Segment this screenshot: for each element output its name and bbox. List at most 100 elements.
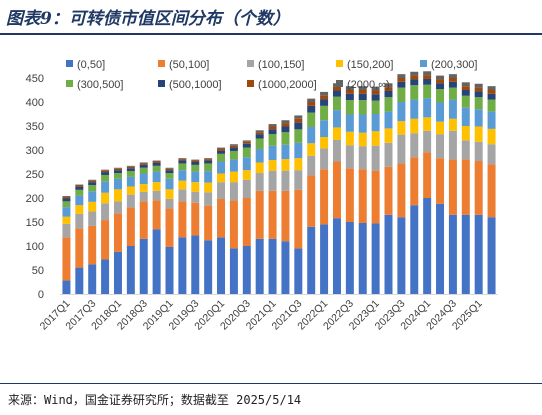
bar-segment (345, 93, 354, 101)
bar-segment (139, 191, 148, 202)
bar-segment (281, 190, 290, 242)
bar-segment (88, 182, 97, 186)
bar-segment (62, 223, 71, 238)
bar-segment (101, 192, 110, 204)
bar-segment (397, 121, 406, 135)
bar-segment (448, 159, 457, 215)
bar-segment (62, 280, 71, 294)
bar-segment (101, 172, 110, 175)
legend-label: (200,300] (431, 59, 477, 71)
bar-segment (448, 87, 457, 100)
bar-segment (281, 132, 290, 145)
y-tick-label: 200 (26, 193, 44, 205)
bar-segment (152, 200, 161, 230)
legend-swatch (247, 80, 254, 87)
legend-label: (150,200] (347, 59, 393, 71)
bar-segment (152, 160, 161, 162)
bar-segment (423, 130, 432, 153)
bar-segment (410, 75, 419, 80)
bar-segment (62, 198, 71, 202)
bar-segment (397, 163, 406, 218)
bar-segment (217, 161, 226, 174)
bar-segment (436, 158, 445, 204)
bar-segment (358, 114, 367, 133)
bar-segment (191, 202, 200, 236)
bar-segment (358, 169, 367, 223)
bar-segment (88, 225, 97, 265)
bar-segment (307, 102, 316, 106)
bar-segment (165, 178, 174, 190)
y-tick-label: 0 (38, 289, 44, 301)
bar-segment (384, 87, 393, 91)
y-tick-label: 400 (26, 97, 44, 109)
bar-segment (397, 81, 406, 88)
bar-segment (75, 213, 84, 229)
bar-segment (487, 93, 496, 100)
bar-segment (165, 189, 174, 199)
bar-segment (461, 82, 470, 87)
bar-segment (332, 96, 341, 111)
bar-segment (88, 211, 97, 226)
bar-segment (461, 90, 470, 96)
bar-segment (281, 126, 290, 133)
bar-segment (75, 205, 84, 214)
bar-segment (126, 207, 135, 246)
bar-segment (88, 180, 97, 183)
bar-segment (487, 86, 496, 90)
bar-segment (113, 170, 122, 174)
bar-segment (165, 198, 174, 209)
bar-segment (474, 109, 483, 127)
bar-segment (307, 175, 316, 227)
bar-segment (410, 133, 419, 158)
bar-segment (126, 166, 135, 169)
bar-segment (410, 118, 419, 134)
bar-segment (229, 171, 238, 183)
bar-segment (204, 159, 213, 161)
bar-segment (474, 91, 483, 98)
bar-segment (371, 223, 380, 294)
bar-segment (152, 190, 161, 201)
bar-segment (255, 132, 264, 135)
bar-segment (358, 222, 367, 294)
bar-segment (255, 130, 264, 133)
bar-segment (191, 160, 200, 162)
bar-segment (178, 160, 187, 164)
bar-segment (242, 147, 251, 158)
bar-segment (397, 134, 406, 164)
bar-segment (307, 126, 316, 144)
bar-segment (217, 149, 226, 151)
bar-segment (113, 167, 122, 169)
bar-segment (242, 246, 251, 294)
bar-segment (384, 111, 393, 129)
bar-segment (294, 158, 303, 171)
bar-segment (294, 189, 303, 249)
bar-segment (281, 241, 290, 294)
bar-segment (191, 171, 200, 183)
bar-segment (204, 182, 213, 193)
bar-segment (294, 248, 303, 294)
bar-segment (487, 111, 496, 129)
bar-segment (332, 161, 341, 219)
bar-segment (474, 214, 483, 294)
bar-segment (448, 81, 457, 88)
legend-label: (50,100] (169, 59, 209, 71)
bar-segment (474, 83, 483, 88)
bar-segment (139, 167, 148, 174)
bar-segment (294, 122, 303, 130)
bar-segment (423, 78, 432, 85)
legend-swatch (66, 60, 73, 67)
bar-segment (62, 197, 71, 199)
bar-segment (88, 185, 97, 192)
bar-segment (332, 127, 341, 140)
bar-segment (487, 128, 496, 145)
bar-segment (345, 90, 354, 94)
title-divider (0, 33, 542, 35)
bar-segment (294, 170, 303, 190)
bar-segment (320, 169, 329, 225)
bar-segment (371, 114, 380, 132)
bar-segment (255, 138, 264, 150)
legend-label: (100,150] (258, 59, 304, 71)
bar-segment (371, 131, 380, 146)
bar-segment (75, 267, 84, 294)
bar-segment (410, 99, 419, 119)
